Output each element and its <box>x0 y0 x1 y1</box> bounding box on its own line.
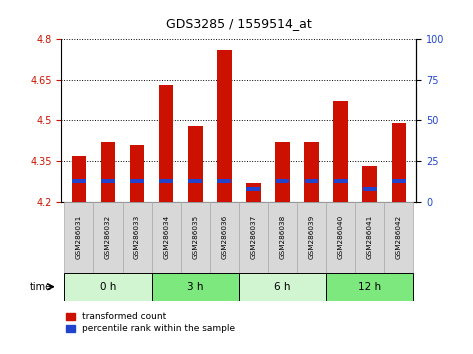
Text: GSM286038: GSM286038 <box>280 215 286 259</box>
Text: GSM286032: GSM286032 <box>105 215 111 259</box>
Bar <box>64 202 94 273</box>
Bar <box>333 101 348 202</box>
Text: GSM286041: GSM286041 <box>367 215 373 259</box>
Bar <box>239 273 326 301</box>
Bar <box>94 202 123 273</box>
Bar <box>268 202 297 273</box>
Bar <box>305 178 318 183</box>
Bar <box>239 202 268 273</box>
Bar <box>334 178 348 183</box>
Text: time: time <box>30 282 52 292</box>
Bar <box>304 142 319 202</box>
Text: GSM286035: GSM286035 <box>192 215 198 259</box>
Bar <box>392 178 406 183</box>
Text: GSM286031: GSM286031 <box>76 215 82 259</box>
Text: 3 h: 3 h <box>187 282 203 292</box>
Legend: transformed count, percentile rank within the sample: transformed count, percentile rank withi… <box>66 313 236 333</box>
Bar <box>297 202 326 273</box>
Text: GSM286033: GSM286033 <box>134 215 140 259</box>
Bar <box>188 126 202 202</box>
Bar <box>276 178 289 183</box>
Bar <box>188 178 202 183</box>
Bar <box>326 202 355 273</box>
Bar <box>218 178 231 183</box>
Text: 6 h: 6 h <box>274 282 291 292</box>
Bar <box>72 178 86 183</box>
Text: 12 h: 12 h <box>358 282 381 292</box>
Text: GSM286037: GSM286037 <box>250 215 256 259</box>
Bar <box>72 156 86 202</box>
Bar <box>246 183 261 202</box>
Bar <box>152 202 181 273</box>
Bar <box>123 202 152 273</box>
Bar <box>159 85 174 202</box>
Text: GDS3285 / 1559514_at: GDS3285 / 1559514_at <box>166 17 312 30</box>
Bar <box>181 202 210 273</box>
Text: GSM286039: GSM286039 <box>308 215 315 259</box>
Bar <box>326 273 413 301</box>
Bar <box>101 178 115 183</box>
Bar <box>130 178 144 183</box>
Bar <box>392 123 406 202</box>
Bar <box>384 202 413 273</box>
Bar <box>152 273 239 301</box>
Bar <box>159 178 173 183</box>
Bar <box>355 202 384 273</box>
Text: GSM286042: GSM286042 <box>396 215 402 259</box>
Text: GSM286036: GSM286036 <box>221 215 228 259</box>
Text: GSM286040: GSM286040 <box>338 215 344 259</box>
Bar <box>64 273 152 301</box>
Bar <box>130 145 144 202</box>
Bar <box>363 187 377 191</box>
Text: GSM286034: GSM286034 <box>163 215 169 259</box>
Bar <box>246 187 260 191</box>
Bar <box>275 142 290 202</box>
Bar <box>210 202 239 273</box>
Bar <box>217 50 232 202</box>
Bar <box>362 166 377 202</box>
Bar <box>101 142 115 202</box>
Text: 0 h: 0 h <box>100 282 116 292</box>
